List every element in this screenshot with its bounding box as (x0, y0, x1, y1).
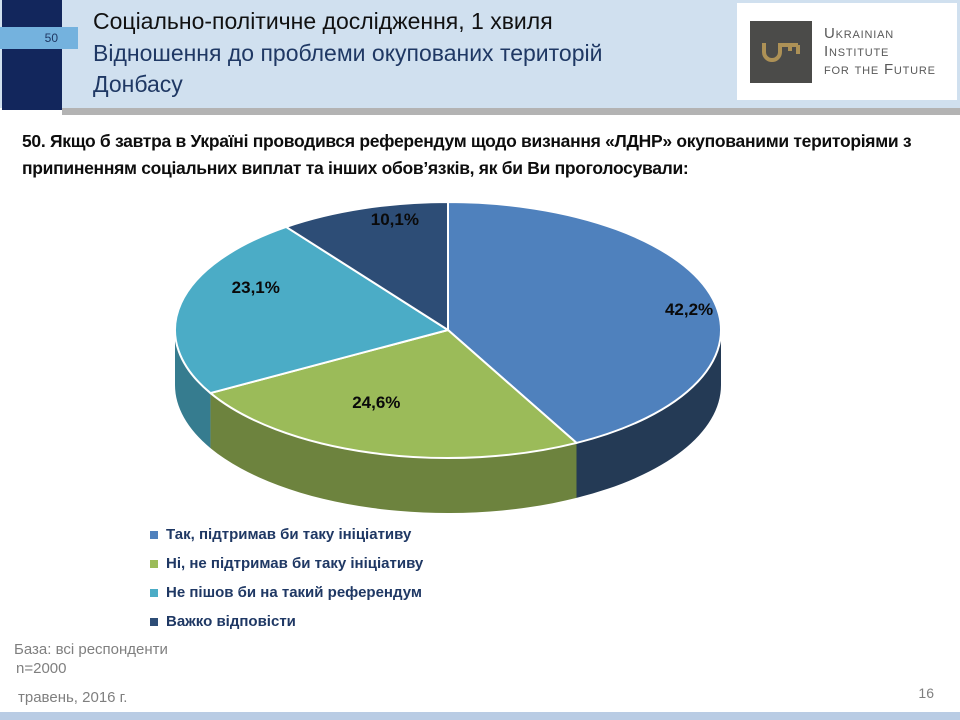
legend-label: Не пішов би на такий референдум (166, 584, 422, 601)
pie-value-label: 10,1% (371, 210, 419, 229)
logo-text-line2: Institute (824, 42, 890, 60)
pie-slice-side (576, 330, 721, 498)
base-note-line2: n=2000 (16, 660, 67, 677)
organization-logo: Ukrainian Institute for the Future (737, 3, 957, 100)
header-titles: Соціально-політичне дослідження, 1 хвиля… (93, 5, 723, 100)
question-number-tab: 50 (0, 27, 78, 49)
pie-slice (285, 201, 449, 331)
legend-label: Ні, не підтримав би таку ініціативу (166, 555, 424, 572)
header-accent-block (2, 0, 62, 110)
legend-label: Важко відповісти (166, 613, 296, 630)
pie-value-label: 23,1% (232, 278, 280, 297)
logo-mark (750, 20, 812, 83)
slide-header: 50 Соціально-політичне дослідження, 1 хв… (0, 0, 960, 110)
legend-marker-square-icon (150, 559, 158, 568)
question-text: 50. Якщо б завтра в Україні проводився р… (22, 131, 912, 178)
logo-text-line1: Ukrainian (824, 24, 894, 42)
pie-slice (209, 329, 578, 459)
pie-slice-side (210, 393, 577, 513)
legend-label: Так, підтримав би таку ініціативу (166, 526, 412, 543)
slide-subtitle: Відношення до проблеми окупованих терито… (93, 40, 603, 97)
chart-legend: Так, підтримав би таку ініціативу Ні, не… (150, 520, 423, 636)
legend-marker-square-icon (150, 617, 158, 626)
pie-value-label: 42,2% (665, 300, 713, 319)
slide-title: Соціально-політичне дослідження, 1 хвиля (93, 8, 553, 34)
page-number: 16 (918, 685, 934, 701)
pie-slice (447, 201, 722, 444)
header-divider (62, 108, 960, 115)
key-icon (762, 42, 800, 62)
logo-text: Ukrainian Institute for the Future (824, 25, 936, 79)
pie-value-label: 24,6% (352, 393, 400, 412)
legend-item: Важко відповісти (150, 607, 423, 636)
logo-text-line3: for the Future (824, 60, 936, 78)
legend-item: Не пішов би на такий референдум (150, 578, 423, 607)
survey-date: травень, 2016 г. (18, 689, 128, 706)
legend-marker-square-icon (150, 530, 158, 539)
pie-slice-side (175, 330, 211, 449)
base-note-line1: База: всі респонденти (14, 641, 168, 658)
pie-slice (174, 225, 449, 395)
legend-item: Ні, не підтримав би таку ініціативу (150, 549, 423, 578)
pie-chart-3d: 42,2% 24,6% 23,1% 10,1% (174, 201, 722, 513)
legend-marker-square-icon (150, 588, 158, 597)
legend-item: Так, підтримав би таку ініціативу (150, 520, 423, 549)
bottom-accent-strip (0, 712, 960, 720)
